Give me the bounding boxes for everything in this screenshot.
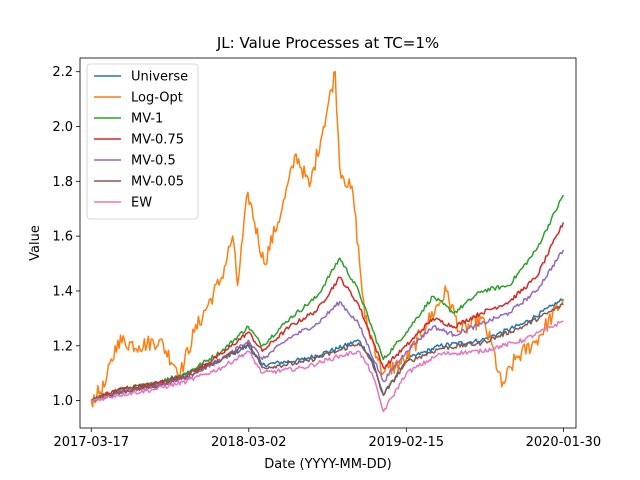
legend-entry: MV-0.05 [131, 175, 184, 190]
y-tick-label: 1.8 [52, 175, 73, 190]
x-tick-label: 2017-03-17 [53, 435, 129, 450]
legend-entry: Universe [131, 70, 188, 85]
series-lines [90, 70, 565, 413]
y-tick-label: 1.2 [52, 339, 73, 354]
y-tick-label: 2.2 [52, 65, 73, 80]
legend: Universe Log-Opt MV-1 MV-0.75 MV-0.5 MV-0.05 E… [86, 63, 199, 220]
x-tick-label: 2019-02-15 [369, 435, 445, 450]
y-tick-label: 2.0 [52, 120, 73, 135]
y-tick-label: 1.4 [52, 284, 73, 299]
plot-frame [79, 57, 577, 429]
x-tick-label: 2020-01-30 [526, 435, 602, 450]
x-tick-label: 2018-03-02 [211, 435, 287, 450]
x-axis: 2017-03-17 2018-03-02 2019-02-15 2020-01-30 [53, 428, 601, 450]
legend-entry: MV-1 [131, 112, 163, 127]
y-tick-label: 1.0 [52, 394, 73, 409]
y-axis: 1.0 1.2 1.4 1.6 1.8 2.0 2.2 [52, 65, 80, 409]
y-tick-label: 1.6 [52, 230, 73, 245]
y-axis-label: Value [28, 225, 43, 261]
legend-entry: MV-0.75 [131, 133, 184, 148]
chart-title: JL: Value Processes at TC=1% [216, 34, 439, 52]
series-line-mv-0-5 [90, 249, 565, 403]
legend-entry: Log-Opt [131, 91, 183, 106]
legend-entry: MV-0.5 [131, 154, 176, 169]
x-axis-label: Date (YYYY-MM-DD) [264, 457, 391, 472]
series-line-ew [90, 320, 564, 413]
legend-entry: EW [131, 196, 152, 211]
series-line-mv-0-05 [90, 303, 564, 402]
